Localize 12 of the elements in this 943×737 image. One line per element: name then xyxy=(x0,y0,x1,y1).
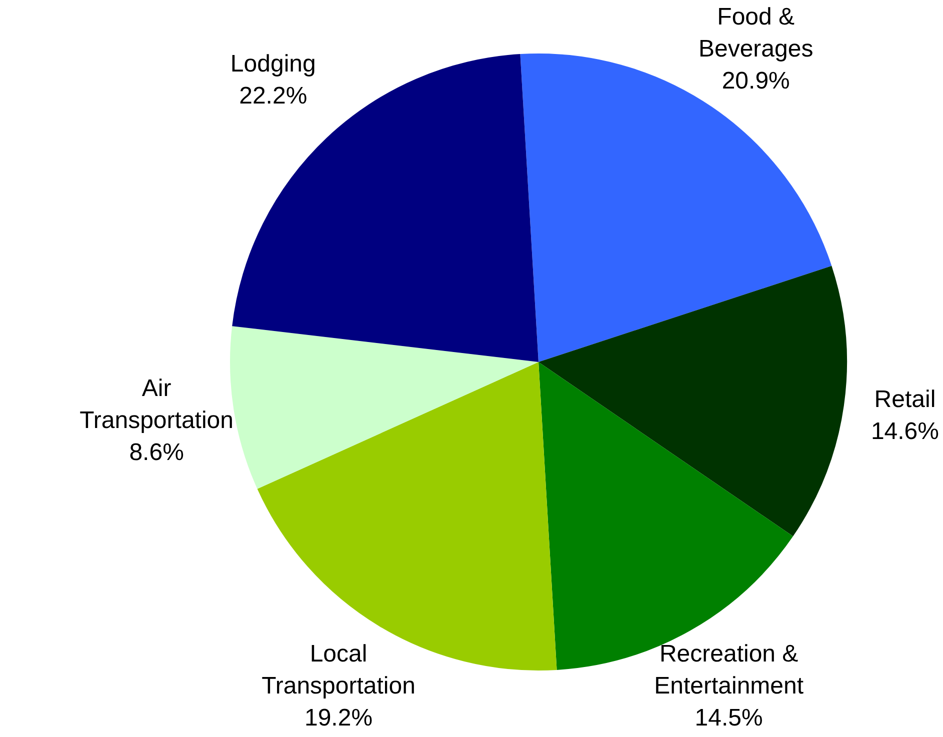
data-label: 20.9% xyxy=(722,68,790,95)
data-label: 14.5% xyxy=(694,704,763,732)
slice-label: Food & Beverages xyxy=(698,4,814,63)
slice-label: Recreation & Entertainment xyxy=(654,640,804,700)
data-label: 19.2% xyxy=(304,704,373,732)
data-label: 14.6% xyxy=(870,418,940,446)
slice-label: Local Transportation xyxy=(262,640,416,700)
slice-label: Lodging xyxy=(230,50,316,78)
slice-label: Retail xyxy=(874,386,936,414)
data-label: 8.6% xyxy=(129,438,184,466)
data-label: 22.2% xyxy=(239,82,308,110)
slice-label: Air Transportation xyxy=(80,374,234,434)
